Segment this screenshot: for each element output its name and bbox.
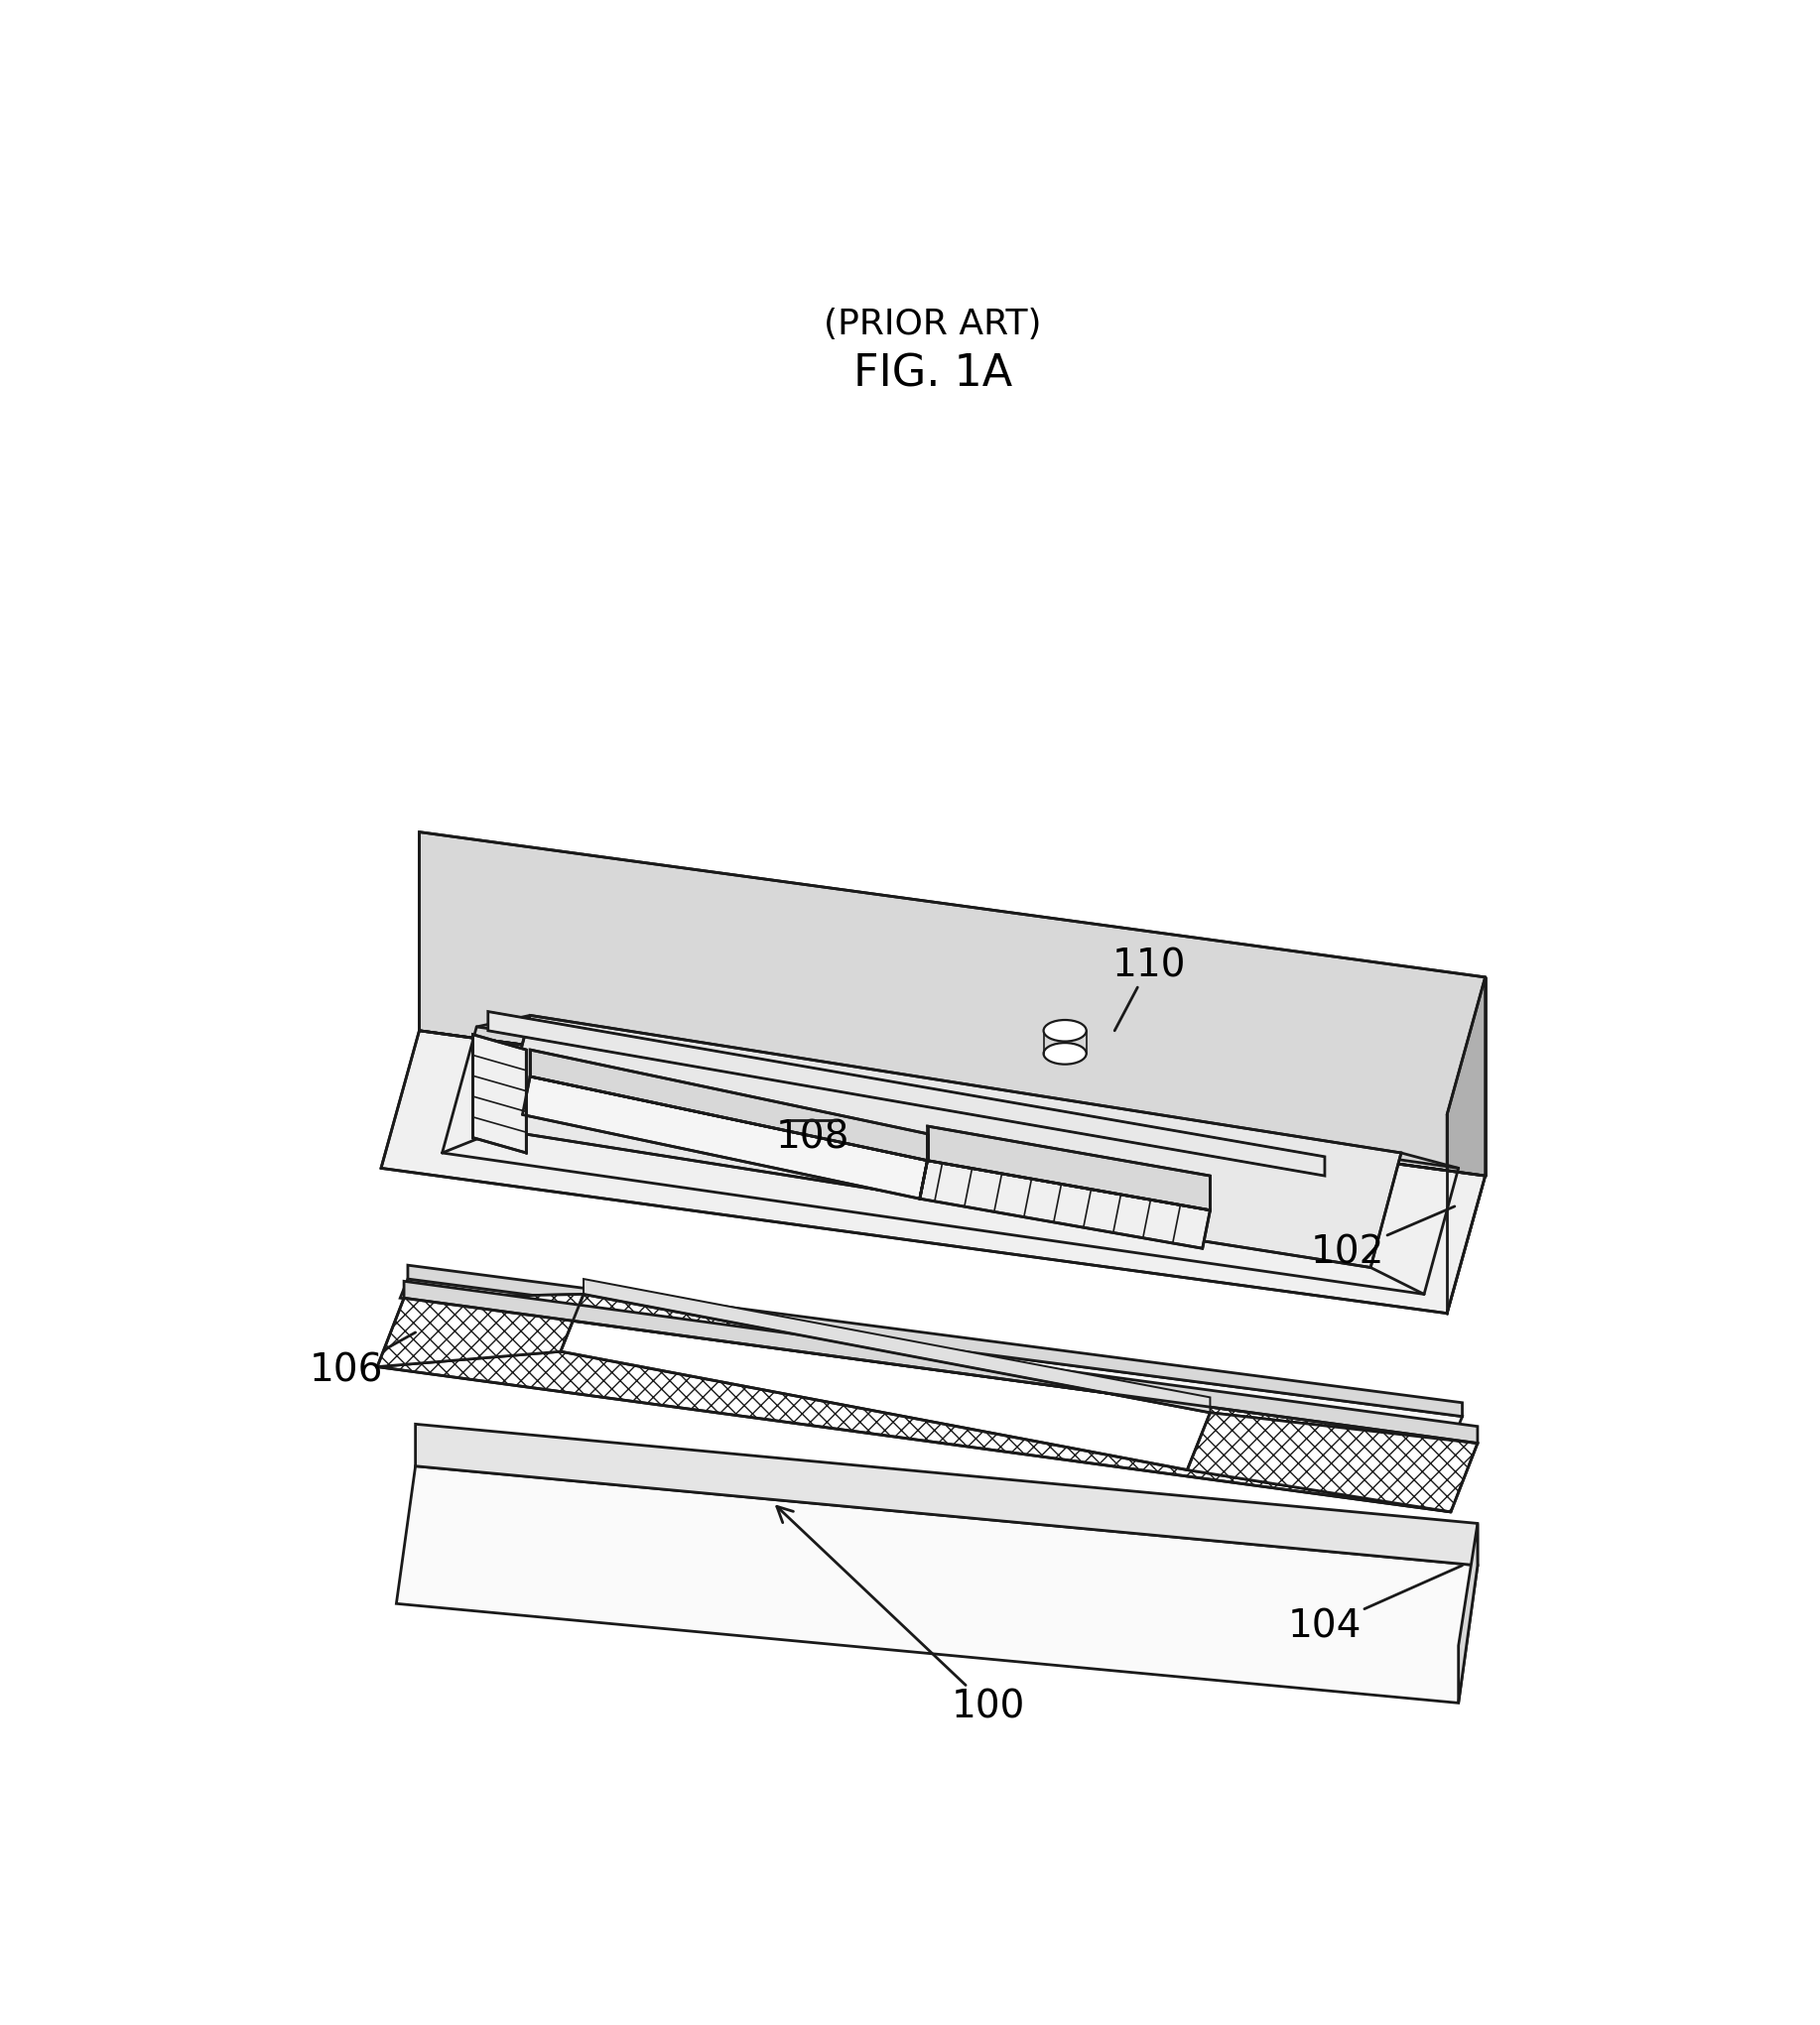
Text: 100: 100 — [777, 1507, 1025, 1725]
Text: 108: 108 — [775, 1118, 850, 1156]
Polygon shape — [408, 1266, 1461, 1415]
Polygon shape — [522, 1077, 928, 1199]
Polygon shape — [928, 1126, 1210, 1211]
Polygon shape — [400, 1280, 1461, 1436]
Text: 106: 106 — [309, 1332, 415, 1389]
Text: FIG. 1A: FIG. 1A — [854, 352, 1012, 395]
Polygon shape — [404, 1294, 1478, 1444]
Polygon shape — [530, 1049, 928, 1160]
Polygon shape — [404, 1282, 1478, 1444]
Text: (PRIOR ART): (PRIOR ART) — [824, 308, 1041, 340]
Polygon shape — [377, 1351, 1451, 1513]
Polygon shape — [397, 1466, 1478, 1703]
Polygon shape — [473, 1035, 526, 1152]
Polygon shape — [1187, 1413, 1478, 1513]
Polygon shape — [488, 1012, 1325, 1177]
Ellipse shape — [1043, 1021, 1087, 1041]
Text: 102: 102 — [1310, 1207, 1454, 1272]
Text: 104: 104 — [1289, 1565, 1461, 1646]
Polygon shape — [419, 832, 1485, 1177]
Polygon shape — [377, 1294, 584, 1367]
Polygon shape — [499, 1015, 1401, 1268]
Polygon shape — [380, 1031, 1485, 1314]
Polygon shape — [1447, 978, 1485, 1314]
Polygon shape — [415, 1424, 1478, 1565]
Polygon shape — [1458, 1523, 1478, 1703]
Polygon shape — [919, 1160, 1210, 1247]
Ellipse shape — [1043, 1043, 1087, 1065]
Text: 110: 110 — [1112, 948, 1187, 1031]
Polygon shape — [584, 1280, 1210, 1413]
